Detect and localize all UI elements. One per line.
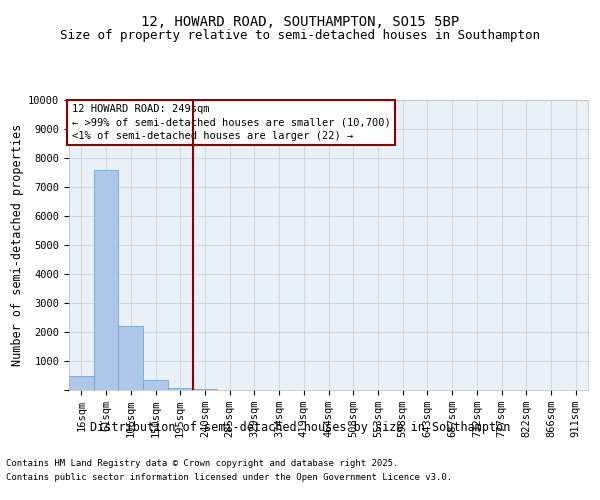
Text: Contains HM Land Registry data © Crown copyright and database right 2025.: Contains HM Land Registry data © Crown c…	[6, 460, 398, 468]
Text: Size of property relative to semi-detached houses in Southampton: Size of property relative to semi-detach…	[60, 30, 540, 43]
Text: Distribution of semi-detached houses by size in Southampton: Distribution of semi-detached houses by …	[90, 421, 510, 434]
Bar	[168, 388, 193, 390]
Y-axis label: Number of semi-detached properties: Number of semi-detached properties	[11, 124, 24, 366]
Text: Contains public sector information licensed under the Open Government Licence v3: Contains public sector information licen…	[6, 473, 452, 482]
Text: 12, HOWARD ROAD, SOUTHAMPTON, SO15 5BP: 12, HOWARD ROAD, SOUTHAMPTON, SO15 5BP	[141, 16, 459, 30]
Text: 12 HOWARD ROAD: 249sqm
← >99% of semi-detached houses are smaller (10,700)
<1% o: 12 HOWARD ROAD: 249sqm ← >99% of semi-de…	[71, 104, 391, 141]
Bar	[94, 170, 118, 390]
Bar	[118, 326, 143, 390]
Bar	[143, 380, 168, 390]
Bar	[69, 376, 94, 390]
